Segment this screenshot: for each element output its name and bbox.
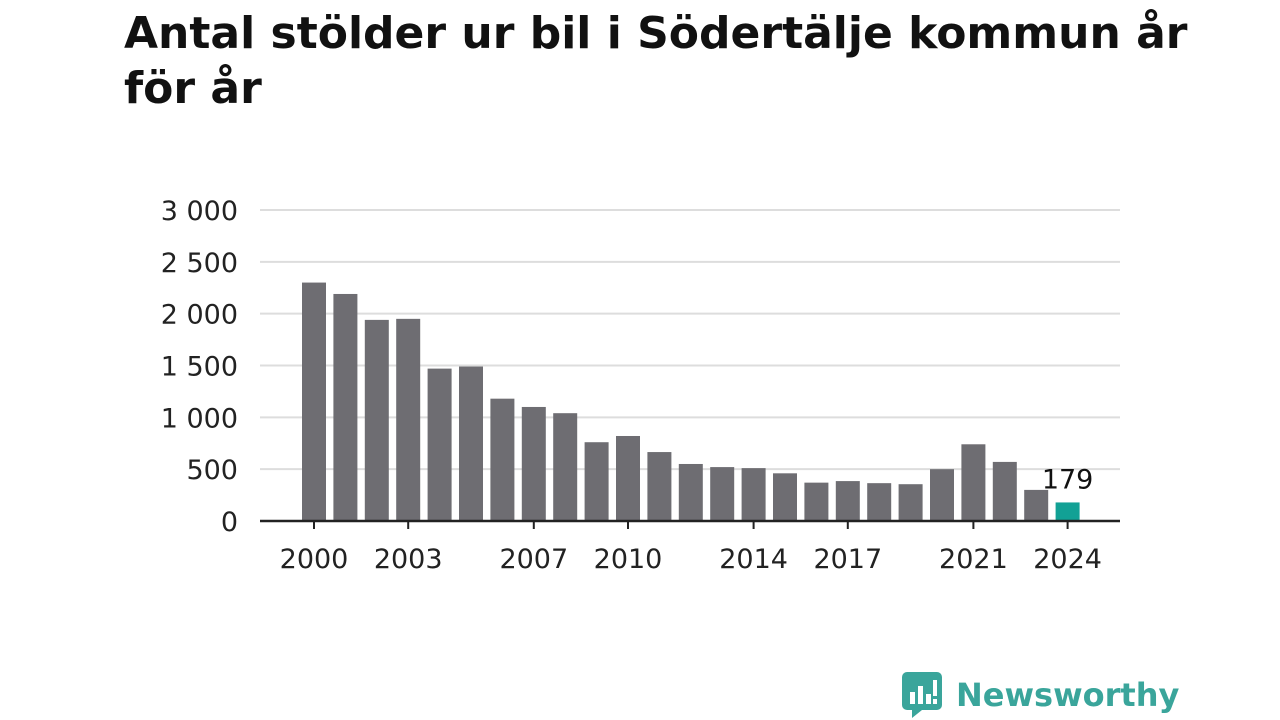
bar-2019 bbox=[898, 484, 923, 521]
bar-2010 bbox=[616, 435, 640, 521]
bar-2021 bbox=[961, 444, 986, 521]
x-axis-labels: 2000 2003 2007 2010 2014 2017 2021 2024 bbox=[280, 544, 1102, 575]
bar-2001 bbox=[333, 293, 358, 521]
x-tick-label: 2007 bbox=[499, 544, 568, 575]
annotations: 179 bbox=[1042, 464, 1094, 495]
bar-2020 bbox=[930, 469, 954, 521]
x-tick-label: 2003 bbox=[374, 544, 443, 575]
bar-2011 bbox=[647, 452, 672, 521]
bar-2024 bbox=[1055, 502, 1080, 521]
bar-2017 bbox=[835, 481, 860, 521]
bar-2002 bbox=[364, 319, 389, 521]
bar-2003 bbox=[396, 318, 421, 521]
y-tick-label: 1 500 bbox=[161, 352, 238, 383]
bar-2016 bbox=[804, 482, 829, 521]
bar-2015 bbox=[773, 473, 797, 521]
bar-2018 bbox=[867, 483, 892, 521]
newsworthy-logo: Newsworthy bbox=[902, 672, 1179, 718]
y-tick-label: 1 000 bbox=[161, 403, 238, 434]
bar-2006 bbox=[490, 398, 515, 521]
bar-2014 bbox=[741, 468, 766, 521]
x-axis bbox=[260, 519, 1120, 529]
gridlines bbox=[260, 209, 1120, 471]
bar-2013 bbox=[710, 467, 735, 521]
chart-title: Antal stölder ur bil i Södertälje kommun… bbox=[124, 8, 1188, 114]
x-tick-label: 2017 bbox=[813, 544, 882, 575]
y-tick-label: 2 000 bbox=[161, 300, 238, 331]
y-tick-label: 2 500 bbox=[161, 248, 238, 279]
bars bbox=[302, 282, 1080, 521]
x-tick-label: 2000 bbox=[280, 544, 349, 575]
bar-2022 bbox=[992, 461, 1017, 521]
bar-2008 bbox=[553, 413, 578, 521]
newsworthy-logo-icon bbox=[902, 672, 942, 718]
data-label: 179 bbox=[1042, 464, 1094, 495]
y-tick-label: 500 bbox=[186, 455, 238, 486]
brand-name: Newsworthy bbox=[956, 676, 1180, 714]
x-tick-label: 2024 bbox=[1033, 544, 1102, 575]
x-tick-label: 2010 bbox=[594, 544, 663, 575]
y-tick-label: 0 bbox=[221, 507, 238, 538]
bar-2004 bbox=[427, 368, 452, 521]
y-axis-labels: 0 500 1 000 1 500 2 000 2 500 3 000 bbox=[161, 196, 238, 538]
bar-2005 bbox=[459, 366, 483, 521]
bar-2009 bbox=[584, 442, 609, 521]
x-tick-label: 2014 bbox=[719, 544, 788, 575]
x-tick-label: 2021 bbox=[939, 544, 1008, 575]
bar-2007 bbox=[521, 406, 546, 521]
y-tick-label: 3 000 bbox=[161, 196, 238, 227]
bar-2012 bbox=[678, 463, 703, 521]
bar-2023 bbox=[1024, 489, 1049, 521]
bar-2000 bbox=[302, 282, 326, 521]
